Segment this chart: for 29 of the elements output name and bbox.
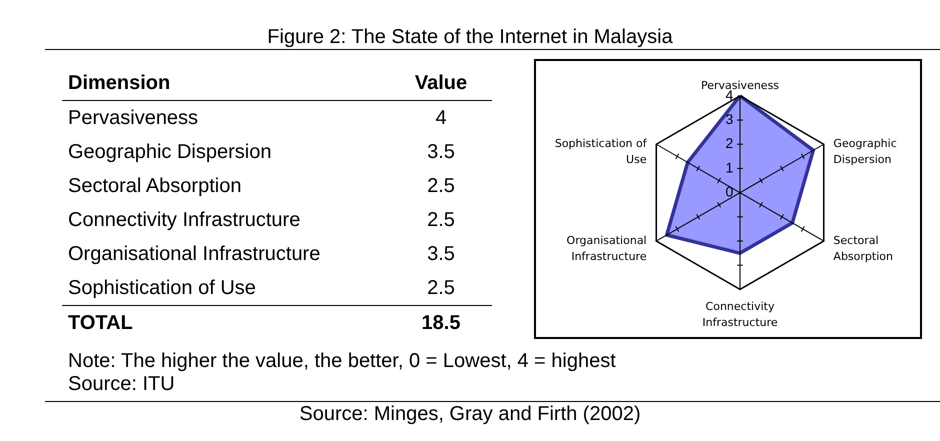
- text: Note: The higher the value, the better, 0 = Lowest, 4 = highest: [68, 350, 616, 373]
- data-label: 3.5: [426, 140, 456, 164]
- y-tick-label: 3: [725, 111, 734, 128]
- text: TOTAL: [62, 306, 390, 340]
- y-tick-label: 2: [725, 135, 734, 152]
- source-note: Source: Minges, Gray and Firth (2002): [298, 403, 642, 426]
- text: Dimension: [62, 66, 390, 100]
- category-label: Pervasiveness: [67, 106, 200, 130]
- text: 18.5: [422, 312, 460, 334]
- data-label: 3.5: [426, 242, 456, 266]
- spoke-label: Sectoral Absorption: [833, 234, 893, 264]
- spoke-label: Sophistication of Use: [554, 137, 648, 166]
- category-label: Connectivity Infrastructure: [67, 208, 302, 232]
- spoke-label: Geographic Dispersion: [833, 137, 897, 166]
- spoke-label: Connectivity Infrastructure: [702, 300, 778, 329]
- data-label: 2.5: [426, 208, 456, 232]
- category-label: Sophistication of Use: [67, 276, 257, 300]
- y-tick-label: 0: [725, 184, 734, 200]
- y-tick-label: 1: [725, 159, 734, 176]
- text: Figure 2: The State of the Internet in Malaysia: [266, 26, 674, 49]
- data-label: 2.5: [426, 276, 456, 300]
- data-label: 4: [434, 106, 448, 130]
- category-label: Organisational Infrastructure: [67, 242, 322, 266]
- spoke-label: Organisational Infrastructure: [566, 234, 647, 264]
- text: Value: [390, 66, 492, 100]
- category-label: Sectoral Absorption: [67, 174, 242, 198]
- data-label: 2.5: [426, 174, 456, 198]
- category-label: Geographic Dispersion: [67, 140, 272, 164]
- source-note: Source: ITU: [68, 373, 175, 396]
